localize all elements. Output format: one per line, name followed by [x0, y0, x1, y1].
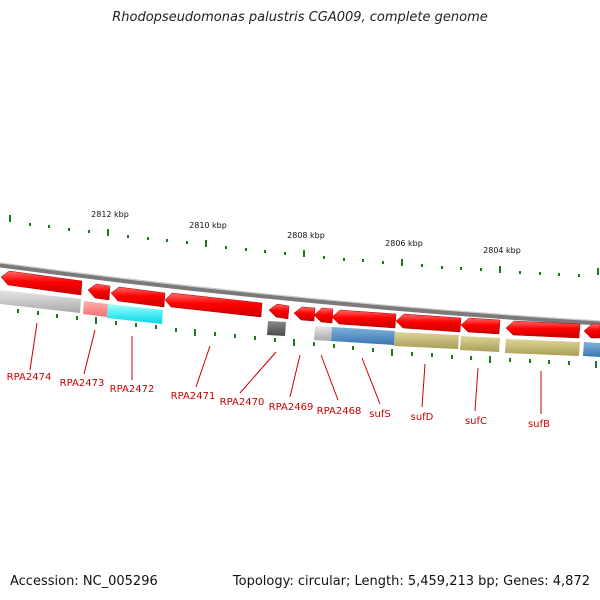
gene-label-rpa2469[interactable]: RPA2469 [269, 402, 314, 413]
gene-arrows [0, 270, 600, 339]
gene-arrow-rpa2471[interactable] [164, 292, 263, 318]
outer-scale [9, 215, 599, 277]
scale-label-2810: 2810 kbp [189, 221, 227, 230]
gene-arrow-sufs[interactable] [331, 309, 397, 329]
leader-rpa2471 [195, 345, 211, 388]
leader-rpa2473 [83, 329, 96, 375]
gene-label-sufc[interactable]: sufC [465, 416, 487, 427]
leader-rpa2469 [289, 354, 301, 398]
leader-rpa2470 [239, 351, 277, 394]
gene-label-sufb[interactable]: sufB [528, 419, 550, 430]
band-rpa2473 [83, 301, 108, 317]
gene-arrow-rpa2474[interactable] [0, 270, 83, 296]
leader-rpa2468 [320, 354, 339, 401]
gene-arrow-sufc[interactable] [460, 317, 501, 335]
band-sufd [394, 332, 459, 349]
genome-backbone-highlight [0, 262, 600, 322]
genome-backbone [0, 262, 600, 326]
band-sufb [505, 339, 580, 356]
gene-labels: RPA2474 RPA2473 RPA2472 RPA2471 RPA2470 … [7, 372, 550, 430]
band-rpa2470 [267, 321, 286, 336]
genome-summary-text: Topology: circular; Length: 5,459,213 bp… [232, 574, 590, 589]
gene-label-rpa2470[interactable]: RPA2470 [220, 397, 265, 408]
accession-text: Accession: NC_005296 [10, 574, 158, 589]
leader-sufc [474, 367, 479, 412]
gene-label-rpa2468[interactable]: RPA2468 [317, 406, 362, 417]
gene-arrow-sufb[interactable] [505, 320, 581, 339]
gene-label-rpa2472[interactable]: RPA2472 [110, 384, 155, 395]
map-title: Rhodopseudomonas palustris CGA009, compl… [112, 10, 488, 25]
band-rpa2472 [107, 304, 163, 324]
gene-arrow-rpa2473[interactable] [87, 283, 111, 301]
gene-arrow-rpa2472[interactable] [110, 286, 166, 308]
band-rpa2468 [314, 326, 332, 341]
scale-label-2806: 2806 kbp [385, 239, 423, 248]
label-leaders [29, 322, 542, 414]
feature-bands [0, 290, 600, 357]
gene-label-sufd[interactable]: sufD [411, 412, 434, 423]
scale-label-2808: 2808 kbp [287, 231, 325, 240]
gene-arrow-rpa2469[interactable] [293, 306, 316, 322]
gene-arrow-rpa2468[interactable] [313, 307, 334, 324]
gene-label-rpa2473[interactable]: RPA2473 [60, 378, 105, 389]
gene-label-rpa2471[interactable]: RPA2471 [171, 391, 216, 402]
band-rpa2474 [0, 290, 81, 313]
gene-label-rpa2474[interactable]: RPA2474 [7, 372, 52, 383]
band-sufs [331, 327, 395, 345]
scale-label-2804: 2804 kbp [483, 246, 521, 255]
inner-scale [17, 309, 597, 368]
gene-arrow-rpa2470[interactable] [268, 303, 290, 320]
gene-arrow-next[interactable] [583, 323, 600, 339]
gene-arrow-sufd[interactable] [395, 313, 462, 333]
scale-label-2812: 2812 kbp [91, 210, 129, 219]
leader-sufd [421, 363, 426, 408]
leader-sufs [361, 357, 381, 405]
leader-rpa2474 [29, 322, 38, 371]
band-sufc [460, 336, 500, 352]
band-next [583, 342, 600, 357]
gene-label-sufs[interactable]: sufS [369, 409, 390, 420]
